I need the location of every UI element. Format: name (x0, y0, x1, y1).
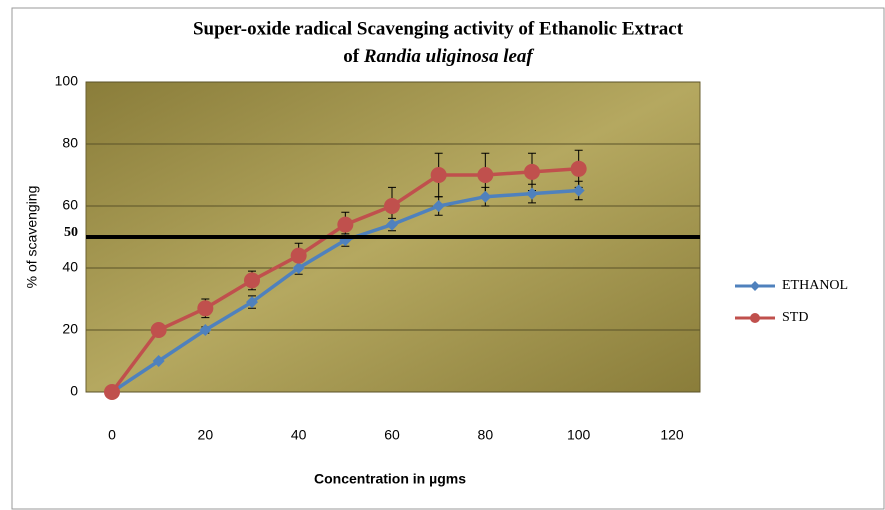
y-tick-label: 40 (62, 259, 78, 275)
reference-label: 50 (64, 225, 78, 240)
legend-marker (750, 313, 760, 323)
legend-label: ETHANOL (782, 278, 848, 293)
data-point (384, 198, 400, 214)
chart-title: Super-oxide radical Scavenging activity … (193, 18, 684, 39)
data-point (430, 167, 447, 183)
x-tick-label: 20 (198, 427, 214, 443)
chart-title: of (343, 46, 364, 67)
data-point (432, 200, 445, 212)
chart-title: of Randia uliginosa leaf (343, 46, 534, 67)
chart-title: Randia uliginosa leaf (363, 46, 535, 67)
data-point (479, 190, 492, 203)
data-point (199, 324, 212, 336)
data-point (386, 218, 398, 231)
chart-border (11, 7, 885, 510)
data-point (572, 184, 585, 197)
data-point (477, 167, 494, 183)
legend-marker (750, 281, 760, 291)
y-tick-label: 60 (62, 197, 78, 213)
x-tick-label: 40 (291, 427, 307, 443)
x-tick-label: 100 (567, 427, 591, 443)
x-tick-label: 120 (660, 427, 684, 443)
data-point (570, 160, 587, 177)
x-tick-label: 80 (478, 427, 494, 443)
y-tick-label: 20 (62, 321, 78, 337)
data-point (150, 322, 167, 338)
y-tick-label: 80 (62, 135, 78, 151)
data-point (104, 384, 120, 400)
data-point (197, 300, 214, 317)
y-tick-label: 0 (70, 383, 78, 399)
data-point (337, 216, 354, 233)
data-point (290, 247, 307, 264)
x-tick-label: 60 (384, 427, 400, 443)
data-point (152, 355, 165, 367)
legend-label: STD (782, 310, 808, 325)
data-point (526, 187, 538, 200)
y-axis-label: % of scavenging (24, 186, 40, 289)
x-axis-label: Concentration in µgms (314, 471, 466, 487)
data-point (246, 296, 258, 309)
y-tick-label: 100 (55, 73, 79, 89)
data-point (292, 262, 305, 274)
x-tick-label: 0 (108, 427, 116, 443)
data-point (244, 272, 260, 289)
data-point (524, 163, 540, 180)
